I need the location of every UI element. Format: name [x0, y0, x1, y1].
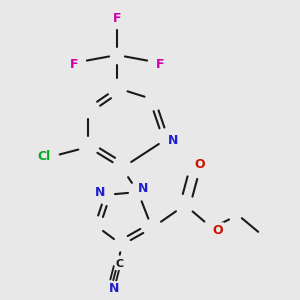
- Text: Cl: Cl: [38, 151, 51, 164]
- Text: F: F: [156, 58, 164, 70]
- Text: F: F: [70, 58, 78, 70]
- Text: N: N: [138, 182, 148, 196]
- Text: F: F: [113, 11, 121, 25]
- Text: N: N: [95, 185, 105, 199]
- Text: O: O: [213, 224, 223, 236]
- Text: C: C: [116, 259, 124, 269]
- Text: N: N: [109, 283, 119, 296]
- Text: N: N: [168, 134, 178, 146]
- Text: O: O: [195, 158, 205, 172]
